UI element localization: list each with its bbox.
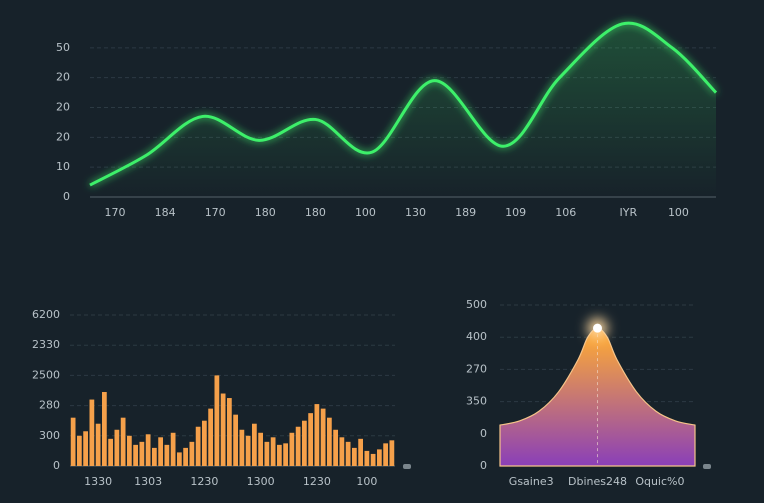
bar — [233, 414, 238, 466]
bar — [139, 441, 145, 466]
y-tick-label: 20 — [56, 71, 70, 84]
y-tick-label: 2500 — [32, 368, 60, 381]
bar — [127, 435, 132, 466]
bar — [345, 441, 351, 466]
bar — [89, 399, 95, 466]
bar — [102, 392, 107, 466]
bar — [120, 417, 126, 466]
x-tick-label: 1230 — [190, 475, 218, 488]
bar — [264, 441, 270, 466]
bar — [108, 438, 113, 466]
y-tick-label: 270 — [466, 362, 487, 375]
x-tick-label: 170 — [205, 206, 226, 219]
bar — [177, 452, 182, 466]
bar — [327, 417, 332, 466]
scroll-handle — [703, 464, 711, 469]
x-tick-label: 100 — [356, 475, 377, 488]
bar — [227, 398, 232, 466]
bar — [339, 437, 345, 466]
bar — [208, 408, 213, 466]
bar — [370, 453, 376, 466]
y-tick-label: 50 — [56, 41, 70, 54]
x-tick-label: 1303 — [134, 475, 162, 488]
x-tick-label: 184 — [155, 206, 176, 219]
line — [89, 21, 718, 187]
y-tick-label: 0 — [480, 459, 487, 472]
x-tick-label: 130 — [405, 206, 426, 219]
x-tick-label: 106 — [555, 206, 576, 219]
bar — [320, 408, 326, 466]
bar — [314, 404, 320, 466]
x-tick-label: Oquic%0 — [635, 475, 684, 488]
x-tick-label: 100 — [355, 206, 376, 219]
bar — [214, 375, 220, 466]
bar — [220, 393, 226, 466]
y-tick-label: 0 — [63, 190, 70, 203]
x-tick-label: 1330 — [84, 475, 112, 488]
y-tick-label: 300 — [39, 429, 60, 442]
y-tick-label: 6200 — [32, 308, 60, 321]
bar — [170, 432, 176, 466]
bar — [289, 432, 295, 466]
bar — [77, 435, 82, 466]
bar — [389, 440, 395, 466]
x-tick-label: 180 — [255, 206, 276, 219]
bar — [195, 426, 201, 466]
x-tick-label: 100 — [668, 206, 689, 219]
bar — [308, 413, 313, 466]
y-tick-label: 400 — [466, 330, 487, 343]
bar — [295, 426, 301, 466]
y-tick-label: 350 — [466, 395, 487, 408]
bar — [239, 429, 245, 466]
bar — [114, 429, 120, 466]
bar — [183, 447, 188, 466]
bar — [270, 437, 276, 466]
x-tick-label: 109 — [505, 206, 526, 219]
x-tick-label: Gsaine3 — [509, 475, 554, 488]
bar — [133, 444, 138, 466]
bar — [145, 434, 151, 466]
bar — [333, 429, 338, 466]
bar — [302, 420, 307, 466]
scroll-handle — [403, 464, 411, 469]
y-tick-label: 500 — [466, 298, 487, 311]
bar — [258, 432, 263, 466]
x-tick-label: 170 — [105, 206, 126, 219]
bar — [252, 423, 257, 466]
bar — [277, 444, 282, 466]
bar — [152, 447, 157, 466]
y-tick-label: 280 — [39, 399, 60, 412]
bar — [189, 441, 195, 466]
bar — [245, 435, 251, 466]
x-tick-label: 1230 — [303, 475, 331, 488]
x-tick-label: 189 — [455, 206, 476, 219]
y-tick-label: 20 — [56, 101, 70, 114]
bar — [95, 423, 101, 466]
y-tick-label: 2330 — [32, 338, 60, 351]
bar — [158, 437, 163, 466]
y-tick-label: 10 — [56, 160, 70, 173]
y-tick-label: 0 — [480, 427, 487, 440]
bar — [352, 447, 357, 466]
bar — [164, 444, 170, 466]
x-tick-label: 180 — [305, 206, 326, 219]
bar — [202, 420, 207, 466]
x-tick-label: 1300 — [247, 475, 275, 488]
x-tick-label: IYR — [620, 206, 638, 219]
y-tick-label: 20 — [56, 130, 70, 143]
bar — [377, 449, 382, 466]
x-tick-label: Dbines248 — [568, 475, 627, 488]
bar — [383, 443, 388, 466]
bar — [283, 443, 288, 466]
bar — [83, 431, 88, 466]
line-fill — [90, 23, 716, 198]
peak-dot — [593, 323, 602, 333]
bar — [364, 450, 370, 466]
bar — [358, 438, 363, 466]
y-tick-label: 0 — [53, 459, 60, 472]
bar — [70, 417, 76, 466]
